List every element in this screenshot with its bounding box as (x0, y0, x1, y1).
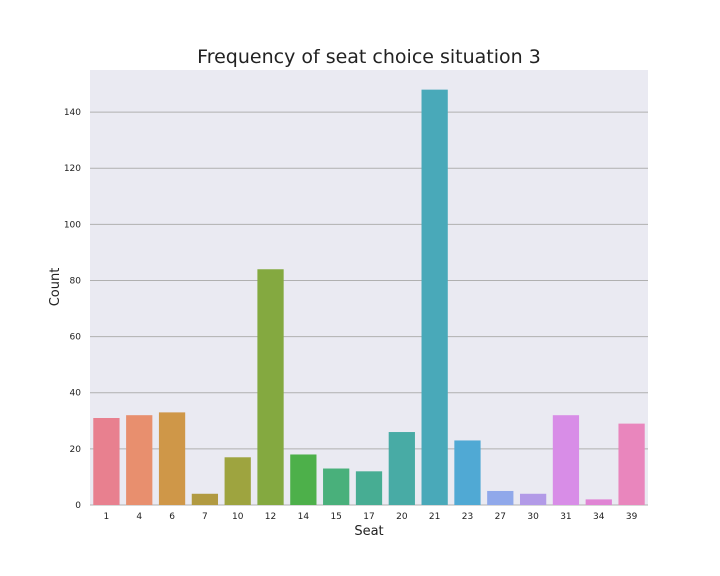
bar-seat-20 (388, 432, 415, 505)
bar-seat-27 (487, 490, 514, 505)
x-tick-label: 12 (265, 512, 276, 522)
x-tick-label: 23 (462, 512, 473, 522)
bar-seat-4 (126, 415, 153, 505)
y-axis-label: Count (48, 268, 63, 307)
chart-title: Frequency of seat choice situation 3 (197, 46, 541, 68)
bar-seat-7 (191, 493, 219, 505)
bar-seat-34 (585, 499, 612, 505)
y-tick-label: 20 (70, 445, 82, 455)
x-tick-label: 30 (527, 512, 539, 522)
y-tick-label: 0 (75, 501, 81, 511)
bar-seat-39 (618, 423, 645, 505)
x-tick-label: 20 (396, 512, 408, 522)
bar-seat-1 (93, 418, 120, 505)
bar-seat-30 (519, 493, 547, 505)
y-tick-label: 120 (64, 164, 81, 174)
x-tick-label: 1 (104, 512, 110, 522)
bar-seat-17 (355, 471, 383, 505)
y-tick-label: 80 (70, 276, 82, 286)
bar-seat-23 (454, 440, 481, 505)
bar-seat-6 (158, 412, 186, 505)
bar-seat-10 (224, 457, 251, 505)
x-axis-label: Seat (354, 524, 383, 539)
bar-seat-14 (290, 454, 317, 505)
x-tick-label: 6 (169, 512, 175, 522)
y-tick-label: 60 (70, 333, 82, 343)
y-tick-label: 40 (70, 389, 82, 399)
x-tick-label: 39 (626, 512, 638, 522)
y-axis-ticks: 0 20 40 60 80 100 120 140 (64, 108, 81, 511)
bars (93, 89, 645, 505)
x-tick-label: 7 (202, 512, 208, 522)
x-tick-label: 21 (429, 512, 440, 522)
x-tick-label: 15 (330, 512, 341, 522)
bar-seat-31 (552, 415, 580, 505)
x-tick-label: 34 (593, 512, 605, 522)
x-axis-ticks: 1 4 6 7 10 12 14 15 17 20 21 23 27 30 31 34 39 (104, 512, 638, 522)
x-tick-label: 17 (363, 512, 374, 522)
bar-seat-21 (421, 89, 448, 505)
x-tick-label: 4 (136, 512, 142, 522)
x-tick-label: 14 (298, 512, 310, 522)
x-tick-label: 31 (560, 512, 571, 522)
x-tick-label: 10 (232, 512, 244, 522)
bar-seat-15 (323, 468, 350, 505)
bar-seat-12 (257, 269, 284, 505)
x-tick-label: 27 (495, 512, 506, 522)
y-tick-label: 100 (64, 220, 81, 230)
y-tick-label: 140 (64, 108, 81, 118)
